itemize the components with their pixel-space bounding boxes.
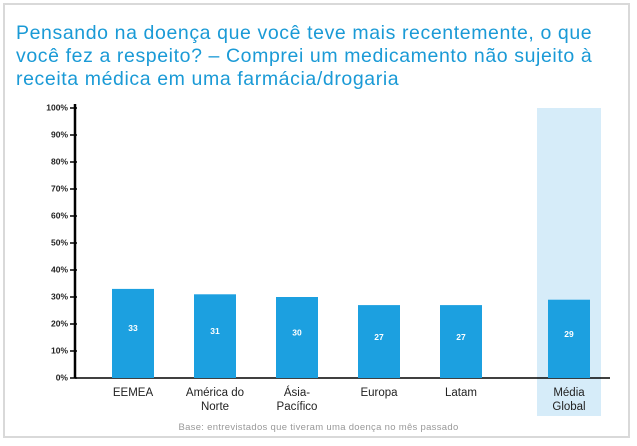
x-tick-label: Média Global [552, 387, 586, 413]
x-tick-label: Latam [445, 387, 477, 399]
y-tick-label: 60% [51, 210, 68, 220]
y-tick-label: 10% [51, 345, 68, 355]
x-tick-label: América do Norte [185, 387, 245, 413]
x-tick-label: EEMEA [112, 387, 154, 399]
bar [440, 305, 482, 378]
data-label: 29 [564, 329, 574, 339]
bar [358, 305, 400, 378]
data-label: 27 [456, 332, 466, 342]
frame [3, 3, 630, 438]
chart-title: Pensando na doença que você teve mais re… [16, 22, 593, 90]
y-tick-label: 100% [46, 102, 68, 112]
footnote: Base: entrevistados que tiveram uma doen… [178, 422, 459, 433]
bar [548, 299, 590, 378]
y-tick-label: 30% [51, 291, 68, 301]
y-tick-label: 20% [51, 318, 68, 328]
data-label: 31 [210, 326, 220, 336]
y-tick-label: 50% [51, 237, 68, 247]
y-tick-label: 40% [51, 264, 68, 274]
x-tick-label: Ásia-Pacífico [276, 387, 318, 413]
data-label: 27 [374, 332, 384, 342]
bar [112, 288, 154, 378]
x-tick-label: Europa [360, 387, 398, 399]
data-label: 33 [128, 323, 138, 333]
y-tick-label: 90% [51, 129, 68, 139]
data-label: 30 [292, 328, 302, 338]
y-tick-label: 70% [51, 183, 68, 193]
bar [276, 297, 318, 378]
y-tick-label: 0% [56, 372, 69, 382]
y-tick-label: 80% [51, 156, 68, 166]
bar [194, 294, 236, 378]
